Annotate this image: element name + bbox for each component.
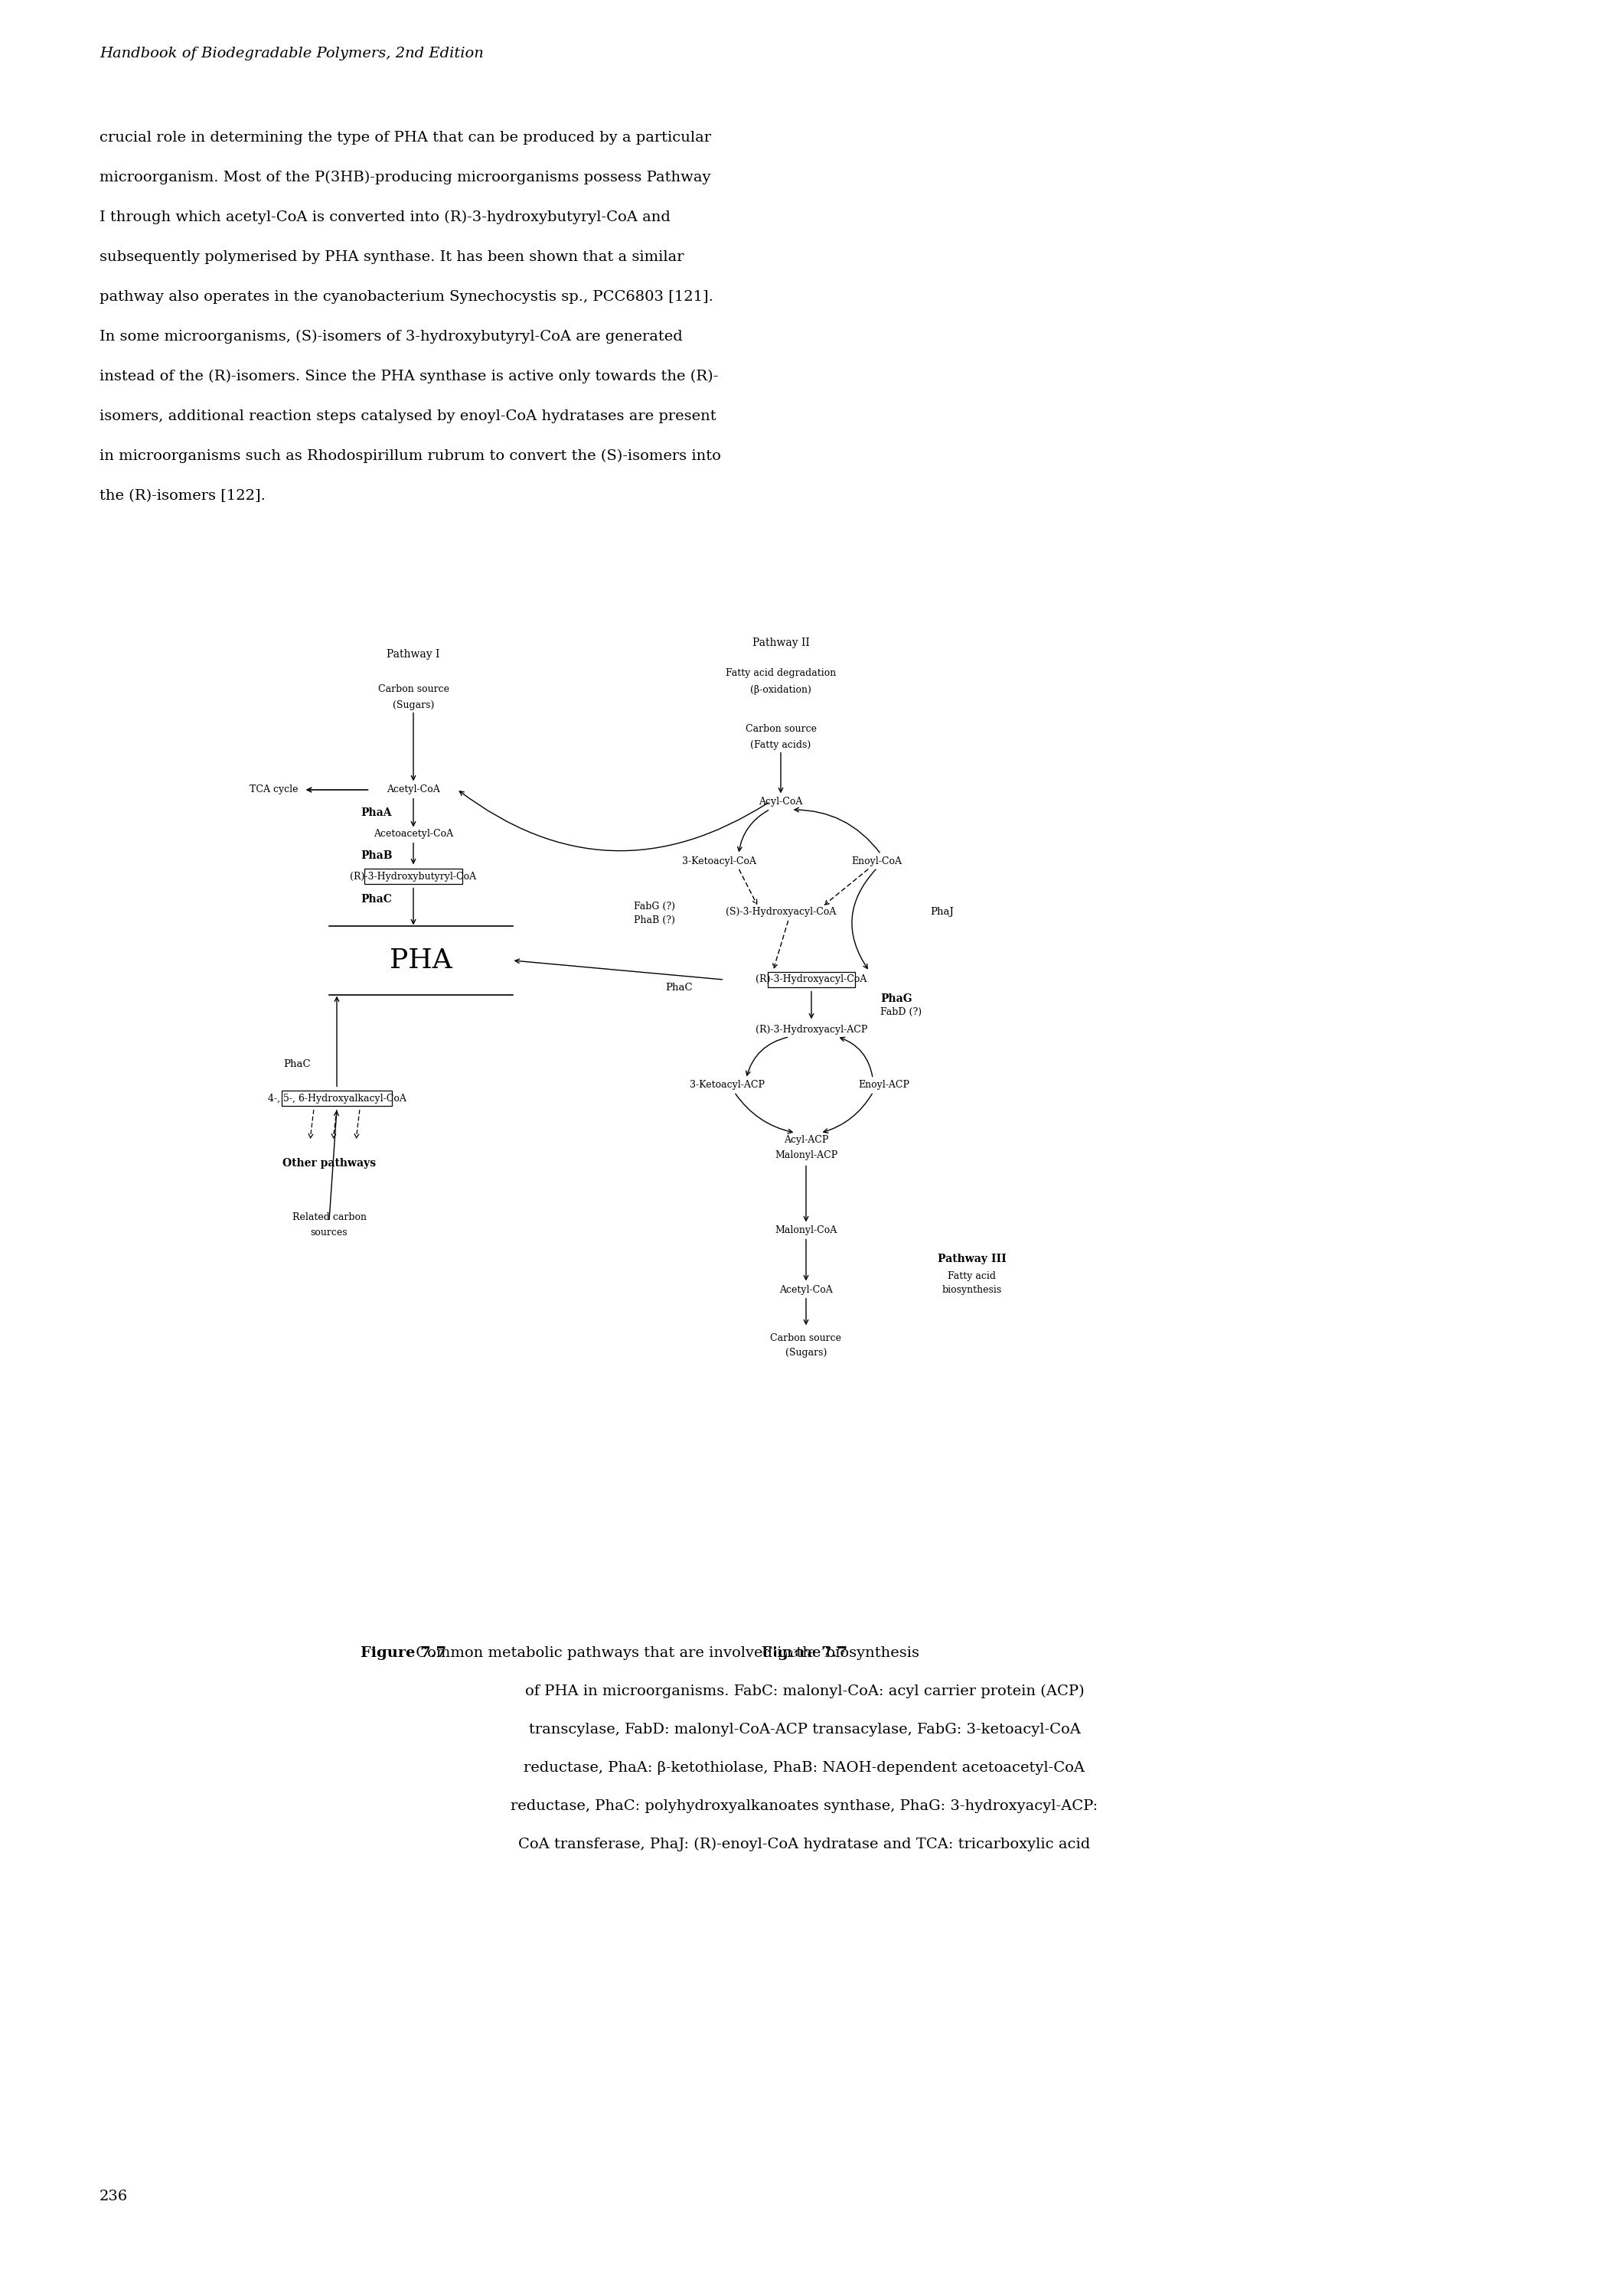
FancyArrowPatch shape — [354, 1109, 360, 1139]
Text: Enoyl-ACP: Enoyl-ACP — [859, 1081, 909, 1091]
FancyArrowPatch shape — [331, 1109, 336, 1139]
Text: PhaC: PhaC — [666, 983, 692, 992]
Text: Carbon source: Carbon source — [378, 684, 449, 693]
Text: PhaG: PhaG — [880, 994, 912, 1003]
Text: pathway also operates in the cyanobacterium Synechocystis sp., PCC6803 [121].: pathway also operates in the cyanobacter… — [100, 289, 713, 303]
Text: FabD (?): FabD (?) — [880, 1006, 922, 1017]
Text: Figure 7.7: Figure 7.7 — [360, 1646, 446, 1660]
Text: Pathway II: Pathway II — [751, 638, 809, 647]
Text: (Sugars): (Sugars) — [393, 700, 434, 712]
Text: subsequently polymerised by PHA synthase. It has been shown that a similar: subsequently polymerised by PHA synthase… — [100, 250, 684, 264]
Text: PhaB: PhaB — [360, 850, 393, 861]
Text: Related carbon: Related carbon — [291, 1212, 367, 1221]
Text: crucial role in determining the type of PHA that can be produced by a particular: crucial role in determining the type of … — [100, 131, 711, 145]
Text: FabG (?): FabG (?) — [634, 902, 676, 912]
Text: biosynthesis: biosynthesis — [943, 1286, 1002, 1295]
Text: Acyl-ACP: Acyl-ACP — [784, 1137, 829, 1146]
Text: sources: sources — [311, 1226, 348, 1238]
FancyArrowPatch shape — [795, 808, 880, 852]
Text: 3-Ketoacyl-ACP: 3-Ketoacyl-ACP — [690, 1081, 764, 1091]
Text: Acetoacetyl-CoA: Acetoacetyl-CoA — [373, 829, 454, 840]
FancyArrowPatch shape — [515, 960, 722, 980]
FancyArrowPatch shape — [747, 1038, 787, 1075]
Text: (β-oxidation): (β-oxidation) — [750, 684, 811, 696]
Text: Fatty acid degradation: Fatty acid degradation — [726, 668, 837, 680]
Text: PhaJ: PhaJ — [930, 907, 954, 916]
Text: I through which acetyl-CoA is converted into (R)-3-hydroxybutyryl-CoA and: I through which acetyl-CoA is converted … — [100, 211, 671, 225]
Text: in microorganisms such as Rhodospirillum rubrum to convert the (S)-isomers into: in microorganisms such as Rhodospirillum… — [100, 450, 721, 464]
Text: (R)-3-Hydroxybutyryl-CoA: (R)-3-Hydroxybutyryl-CoA — [351, 872, 476, 882]
Text: Acyl-CoA: Acyl-CoA — [759, 797, 803, 808]
Text: PhaC: PhaC — [283, 1058, 311, 1070]
Text: Pathway III: Pathway III — [938, 1254, 1007, 1265]
FancyArrowPatch shape — [412, 889, 415, 923]
Text: isomers, additional reaction steps catalysed by enoyl-CoA hydratases are present: isomers, additional reaction steps catal… — [100, 409, 716, 422]
FancyArrowPatch shape — [840, 1038, 872, 1077]
Text: (S)-3-Hydroxyacyl-CoA: (S)-3-Hydroxyacyl-CoA — [726, 907, 837, 916]
FancyArrowPatch shape — [737, 810, 769, 852]
FancyArrowPatch shape — [772, 921, 788, 969]
Text: Malonyl-CoA: Malonyl-CoA — [776, 1226, 837, 1235]
FancyArrowPatch shape — [735, 1093, 792, 1134]
Text: the (R)-isomers [122].: the (R)-isomers [122]. — [100, 489, 265, 503]
Text: PhaB (?): PhaB (?) — [634, 914, 676, 925]
FancyArrowPatch shape — [804, 1297, 808, 1325]
Bar — [282, 1091, 391, 1107]
Text: Enoyl-CoA: Enoyl-CoA — [851, 856, 901, 866]
FancyArrowPatch shape — [460, 792, 769, 852]
FancyArrowPatch shape — [739, 870, 756, 905]
Text: 236: 236 — [100, 2190, 129, 2204]
FancyArrowPatch shape — [412, 712, 415, 781]
Text: transcylase, FabD: malonyl-CoA-ACP transacylase, FabG: 3-ketoacyl-CoA: transcylase, FabD: malonyl-CoA-ACP trans… — [529, 1722, 1080, 1736]
FancyArrowPatch shape — [412, 843, 415, 863]
Text: PhaA: PhaA — [360, 808, 393, 817]
Text: Malonyl-ACP: Malonyl-ACP — [774, 1150, 838, 1162]
Text: In some microorganisms, (S)-isomers of 3-hydroxybutyryl-CoA are generated: In some microorganisms, (S)-isomers of 3… — [100, 331, 682, 344]
Text: Carbon source: Carbon source — [745, 723, 816, 735]
Text: instead of the (R)-isomers. Since the PHA synthase is active only towards the (R: instead of the (R)-isomers. Since the PH… — [100, 370, 718, 383]
Text: Pathway I: Pathway I — [386, 650, 439, 659]
Text: PhaC: PhaC — [360, 893, 393, 905]
Text: of PHA in microorganisms. FabC: malonyl-CoA: acyl carrier protein (ACP): of PHA in microorganisms. FabC: malonyl-… — [525, 1685, 1084, 1699]
Text: (Sugars): (Sugars) — [785, 1348, 827, 1359]
FancyArrowPatch shape — [412, 799, 415, 827]
Text: microorganism. Most of the P(3HB)-producing microorganisms possess Pathway: microorganism. Most of the P(3HB)-produc… — [100, 170, 711, 184]
Text: 4-, 5-, 6-Hydroxyalkacyl-CoA: 4-, 5-, 6-Hydroxyalkacyl-CoA — [267, 1093, 405, 1104]
Bar — [364, 868, 462, 884]
Text: Handbook of Biodegradable Polymers, 2nd Edition: Handbook of Biodegradable Polymers, 2nd … — [100, 46, 484, 60]
Text: TCA cycle: TCA cycle — [249, 785, 298, 794]
Text: Acetyl-CoA: Acetyl-CoA — [386, 785, 439, 794]
FancyArrowPatch shape — [851, 870, 875, 969]
Text: Fatty acid: Fatty acid — [948, 1272, 996, 1281]
Text: Acetyl-CoA: Acetyl-CoA — [779, 1286, 833, 1295]
FancyArrowPatch shape — [307, 788, 368, 792]
FancyArrowPatch shape — [309, 1109, 314, 1139]
Text: Carbon source: Carbon source — [771, 1332, 842, 1343]
Text: (R)-3-Hydroxyacyl-CoA: (R)-3-Hydroxyacyl-CoA — [756, 974, 867, 985]
Text: Other pathways: Other pathways — [283, 1157, 377, 1169]
FancyArrowPatch shape — [824, 1093, 872, 1132]
Text: reductase, PhaA: β-ketothiolase, PhaB: NAOH-dependent acetoacetyl-CoA: reductase, PhaA: β-ketothiolase, PhaB: N… — [525, 1761, 1084, 1775]
Text: reductase, PhaC: polyhydroxyalkanoates synthase, PhaG: 3-hydroxyacyl-ACP:: reductase, PhaC: polyhydroxyalkanoates s… — [512, 1800, 1097, 1814]
Text: Figure 7.7 Common metabolic pathways that are involved in the biosynthesis: Figure 7.7 Common metabolic pathways tha… — [512, 1646, 1097, 1660]
Text: (R)-3-Hydroxyacyl-ACP: (R)-3-Hydroxyacyl-ACP — [755, 1024, 867, 1033]
Text: Common metabolic pathways that are involved in the biosynthesis: Common metabolic pathways that are invol… — [410, 1646, 919, 1660]
FancyArrowPatch shape — [335, 996, 339, 1086]
FancyArrowPatch shape — [809, 992, 814, 1017]
Text: (Fatty acids): (Fatty acids) — [750, 739, 811, 751]
FancyArrowPatch shape — [804, 1240, 808, 1279]
FancyArrowPatch shape — [804, 1166, 808, 1221]
Bar — [767, 971, 854, 987]
Text: 3-Ketoacyl-CoA: 3-Ketoacyl-CoA — [682, 856, 756, 866]
FancyArrowPatch shape — [330, 1111, 338, 1219]
FancyArrowPatch shape — [825, 870, 867, 905]
FancyArrowPatch shape — [779, 753, 784, 792]
Text: CoA transferase, PhaJ: (R)-enoyl-CoA hydratase and TCA: tricarboxylic acid: CoA transferase, PhaJ: (R)-enoyl-CoA hyd… — [518, 1837, 1091, 1851]
Text: Figure 7.7: Figure 7.7 — [761, 1646, 848, 1660]
Text: PHA: PHA — [389, 948, 452, 974]
